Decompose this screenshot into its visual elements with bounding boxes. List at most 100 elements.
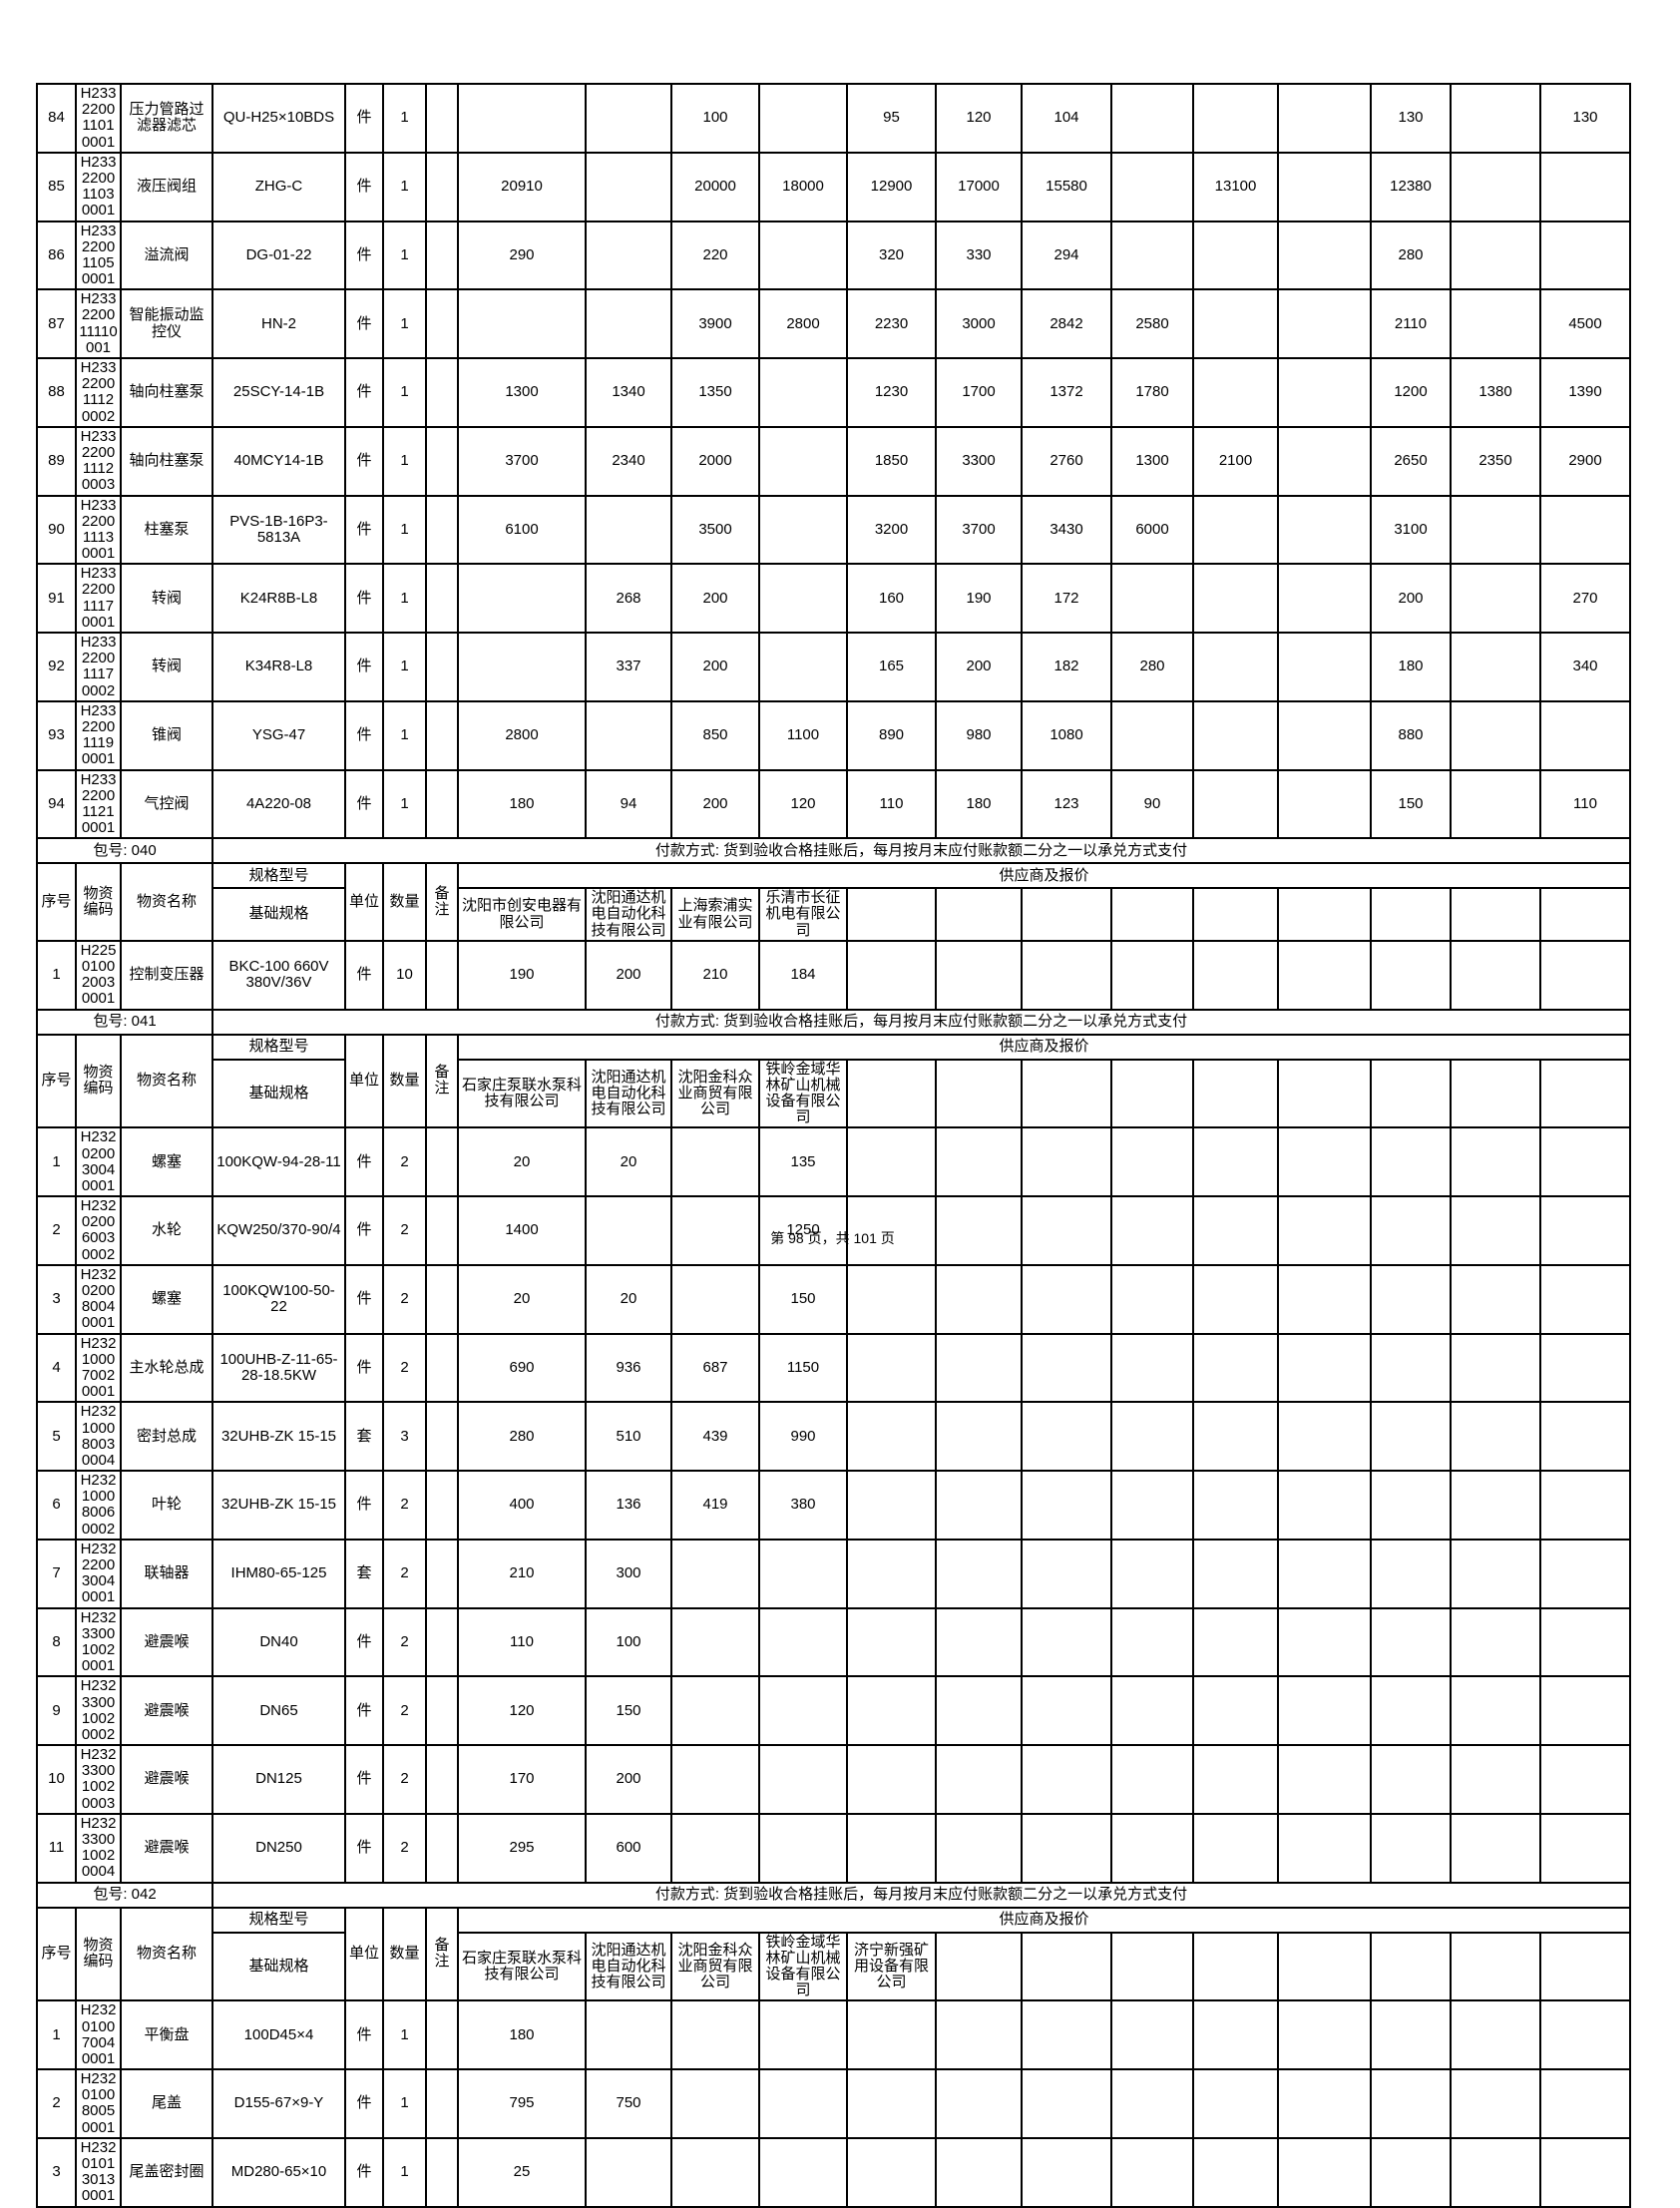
col-header-remark: 备注 bbox=[425, 862, 459, 942]
cell-material-name: 溢流阀 bbox=[120, 220, 213, 291]
cell-quote: 3000 bbox=[935, 288, 1023, 359]
cell-quote bbox=[758, 2136, 848, 2208]
cell-quote bbox=[1192, 2136, 1279, 2208]
cell-quote bbox=[1450, 1606, 1541, 1678]
cell-unit: 件 bbox=[344, 632, 384, 702]
cell-quote: 3300 bbox=[935, 425, 1023, 497]
cell-quote: 690 bbox=[457, 1332, 587, 1404]
cell-unit: 件 bbox=[344, 563, 384, 634]
cell-quote: 2000 bbox=[670, 425, 760, 497]
col-header-supplier: 沈阳金科众业商贸有限公司 bbox=[670, 1058, 760, 1129]
cell-quote bbox=[1539, 1675, 1631, 1747]
cell-quote: 990 bbox=[758, 1401, 848, 1473]
cell-quote: 1230 bbox=[846, 357, 937, 428]
cell-remark bbox=[425, 1606, 459, 1678]
col-header-unit: 单位 bbox=[344, 1906, 384, 2002]
cell-unit: 件 bbox=[344, 1263, 384, 1335]
cell-quote bbox=[585, 151, 672, 222]
cell-spec: MD280-65×10 bbox=[211, 2136, 346, 2208]
package-row: 包号: 041 付款方式: 货到验收合格挂账后，每月按月末应付账款额二分之一以承兑… bbox=[36, 1008, 1631, 1036]
cell-quote: 6100 bbox=[457, 494, 587, 566]
cell-material-name: 轴向柱塞泵 bbox=[120, 425, 213, 497]
cell-quote: 1390 bbox=[1539, 357, 1631, 428]
cell-quote bbox=[935, 2136, 1023, 2208]
col-header-suppliers-quotes: 供应商及报价 bbox=[457, 1906, 1631, 1934]
cell-quote: 1700 bbox=[935, 357, 1023, 428]
cell-material-name: 尾盖 bbox=[120, 2068, 213, 2139]
cell-quote bbox=[1110, 1470, 1194, 1541]
cell-quote bbox=[585, 699, 672, 771]
cell-quote bbox=[1110, 1744, 1194, 1815]
col-header-base-spec: 基础规格 bbox=[211, 1058, 346, 1129]
item-row: 3 H2320200 80040001 螺塞 100KQW100-50-22 件 2 20 20… bbox=[36, 1263, 1631, 1335]
cell-quote bbox=[1539, 1332, 1631, 1404]
cell-material-name: 锥阀 bbox=[120, 699, 213, 771]
cell-quote: 3700 bbox=[457, 425, 587, 497]
cell-material-code: H2332200 11120003 bbox=[75, 425, 122, 497]
cell-unit: 件 bbox=[344, 1999, 384, 2071]
cell-quote bbox=[758, 220, 848, 291]
cell-quote: 1080 bbox=[1021, 699, 1112, 771]
cell-quote: 20 bbox=[585, 1263, 672, 1335]
cell-material-name: 尾盖密封圈 bbox=[120, 2136, 213, 2208]
cell-seq: 91 bbox=[36, 563, 77, 634]
cell-quote bbox=[1110, 1332, 1194, 1404]
cell-material-code: H2332200 11010001 bbox=[75, 83, 122, 154]
cell-quote bbox=[1110, 1999, 1194, 2071]
cell-quote bbox=[1539, 1606, 1631, 1678]
cell-quote bbox=[1539, 1126, 1631, 1198]
cell-quote bbox=[1277, 1538, 1372, 1609]
cell-seq: 3 bbox=[36, 2136, 77, 2208]
cell-qty: 1 bbox=[382, 220, 427, 291]
cell-qty: 2 bbox=[382, 1126, 427, 1198]
cell-quote bbox=[1192, 1675, 1279, 1747]
cell-material-name: 联轴器 bbox=[120, 1538, 213, 1609]
cell-qty: 2 bbox=[382, 1538, 427, 1609]
cell-quote bbox=[1192, 1606, 1279, 1678]
cell-quote: 12380 bbox=[1370, 151, 1452, 222]
cell-quote bbox=[1450, 1812, 1541, 1884]
cell-quote bbox=[1277, 1606, 1372, 1678]
col-header-material-name: 物资名称 bbox=[120, 1033, 213, 1129]
cell-quote bbox=[1192, 220, 1279, 291]
cell-seq: 5 bbox=[36, 1401, 77, 1473]
cell-remark bbox=[425, 425, 459, 497]
cell-quote bbox=[585, 83, 672, 154]
cell-quote: 190 bbox=[457, 939, 587, 1011]
cell-quote bbox=[846, 1675, 937, 1747]
cell-quote bbox=[1539, 151, 1631, 222]
cell-quote bbox=[1277, 1263, 1372, 1335]
cell-quote bbox=[1192, 494, 1279, 566]
cell-seq: 1 bbox=[36, 1126, 77, 1198]
cell-qty: 1 bbox=[382, 151, 427, 222]
cell-quote bbox=[758, 425, 848, 497]
cell-quote bbox=[758, 1606, 848, 1678]
col-header-supplier-empty bbox=[1370, 1931, 1452, 2002]
cell-seq: 94 bbox=[36, 768, 77, 840]
cell-seq: 4 bbox=[36, 1332, 77, 1404]
cell-remark bbox=[425, 2136, 459, 2208]
cell-remark bbox=[425, 220, 459, 291]
cell-quote: 2842 bbox=[1021, 288, 1112, 359]
cell-quote: 2230 bbox=[846, 288, 937, 359]
cell-remark bbox=[425, 699, 459, 771]
cell-quote bbox=[670, 2068, 760, 2139]
cell-quote bbox=[1539, 1744, 1631, 1815]
cell-quote: 110 bbox=[1539, 768, 1631, 840]
cell-seq: 1 bbox=[36, 939, 77, 1011]
cell-quote bbox=[1192, 1744, 1279, 1815]
cell-spec: 100KQW100-50-22 bbox=[211, 1263, 346, 1335]
col-header-material-code: 物资编码 bbox=[75, 1033, 122, 1129]
cell-quote bbox=[1370, 1470, 1452, 1541]
cell-quote: 123 bbox=[1021, 768, 1112, 840]
cell-quote bbox=[1450, 1401, 1541, 1473]
cell-quote bbox=[670, 1126, 760, 1198]
cell-quote bbox=[1539, 220, 1631, 291]
cell-quote bbox=[1450, 1999, 1541, 2071]
cell-quote: 2760 bbox=[1021, 425, 1112, 497]
cell-material-code: H2323300 10020001 bbox=[75, 1606, 122, 1678]
cell-quote: 3700 bbox=[935, 494, 1023, 566]
cell-quote: 17000 bbox=[935, 151, 1023, 222]
col-header-qty: 数量 bbox=[382, 862, 427, 942]
cell-spec: YSG-47 bbox=[211, 699, 346, 771]
